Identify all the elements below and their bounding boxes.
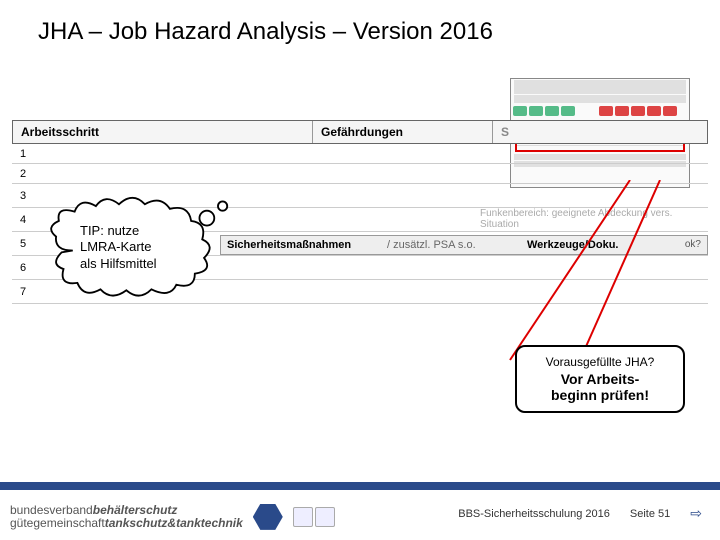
slide: JHA – Job Hazard Analysis – Version 2016… — [0, 0, 720, 540]
training-name: BBS-Sicherheitsschulung 2016 — [458, 508, 610, 520]
callout-question: Vorausgefüllte JHA? — [527, 355, 673, 369]
slide-footer: bundesverbandbehälterschutz gütegemeinsc… — [0, 450, 720, 540]
measures-row: Sicherheitsmaßnahmen / zusätzl. PSA s.o.… — [220, 235, 708, 255]
table-row: 2 — [12, 164, 708, 184]
callout-strong: Vor Arbeits- — [527, 371, 673, 387]
tip-cloud: TIP: nutze LMRA-Karte als Hilfsmittel — [55, 205, 220, 295]
ok-label: ok? — [685, 239, 701, 251]
faint-caption: Funkenbereich: geeignete Abdeckung vers.… — [480, 208, 700, 230]
col-arbeitsschritt: Arbeitsschritt — [13, 121, 313, 143]
psa-label: / zusätzl. PSA s.o. — [387, 239, 527, 251]
footer-bar — [0, 482, 720, 490]
next-arrow-icon: ⇨ — [690, 505, 702, 522]
callout-strong: beginn prüfen! — [527, 387, 673, 403]
measures-label: Sicherheitsmaßnahmen — [227, 239, 387, 251]
slide-title: JHA – Job Hazard Analysis – Version 2016 — [0, 0, 720, 54]
logo-row: bundesverbandbehälterschutz gütegemeinsc… — [10, 504, 335, 530]
tip-line: als Hilfsmittel — [80, 256, 157, 272]
hex-logo-icon — [253, 504, 283, 530]
col-gefaehrdungen: Gefährdungen — [313, 121, 493, 143]
tip-line: LMRA-Karte — [80, 239, 157, 255]
tip-line: TIP: nutze — [80, 223, 157, 239]
page-number: Seite 51 — [630, 508, 670, 520]
table-row: 1 — [12, 144, 708, 164]
tools-label: Werkzeuge/Doku. — [527, 239, 619, 251]
col-s: S — [493, 121, 707, 143]
cert-badges — [293, 507, 335, 527]
check-callout: Vorausgefüllte JHA? Vor Arbeits- beginn … — [515, 345, 685, 413]
